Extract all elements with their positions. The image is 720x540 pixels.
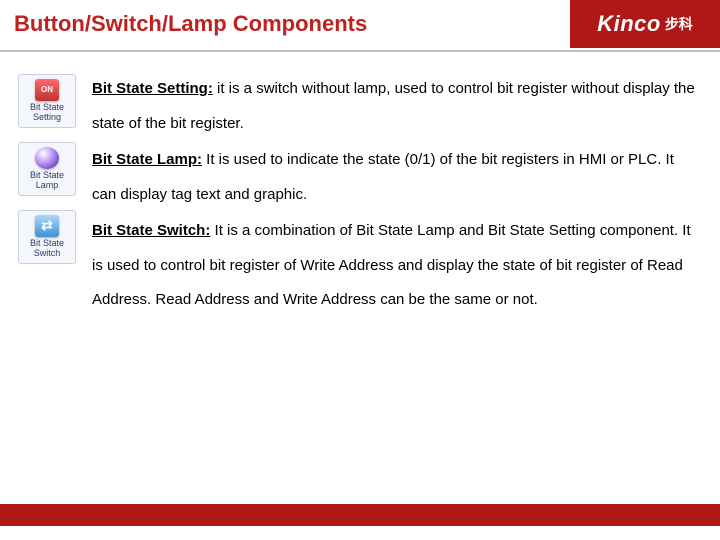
icon-label: Bit State Setting: [19, 103, 75, 123]
paragraph-lamp: Bit State Lamp: It is used to indicate t…: [92, 143, 702, 212]
icon-label: Bit State Switch: [19, 239, 75, 259]
slide-header: Button/Switch/Lamp Components Kinco 步科: [0, 0, 720, 48]
paragraph-setting: Bit State Setting: it is a switch withou…: [92, 72, 702, 141]
lead-switch: Bit State Switch:: [92, 222, 210, 239]
lead-lamp: Bit State Lamp:: [92, 151, 202, 168]
brand-cn-text: 步科: [665, 14, 693, 34]
bit-state-setting-icon: Bit State Setting: [18, 74, 76, 128]
switch-glyph-icon: [35, 215, 59, 237]
brand-box: Kinco 步科: [570, 0, 720, 48]
bit-state-lamp-icon: Bit State Lamp: [18, 142, 76, 196]
icon-column: Bit State Setting Bit State Lamp Bit Sta…: [18, 72, 92, 320]
text-column: Bit State Setting: it is a switch withou…: [92, 72, 702, 320]
page-title: Button/Switch/Lamp Components: [0, 11, 367, 37]
setting-glyph-icon: [35, 79, 59, 101]
lead-setting: Bit State Setting:: [92, 80, 213, 97]
brand-logo-text: Kinco: [597, 11, 661, 37]
lamp-glyph-icon: [35, 147, 59, 169]
icon-label: Bit State Lamp: [19, 171, 75, 191]
bit-state-switch-icon: Bit State Switch: [18, 210, 76, 264]
content-area: Bit State Setting Bit State Lamp Bit Sta…: [0, 52, 720, 320]
footer-bar: [0, 504, 720, 526]
paragraph-switch: Bit State Switch: It is a combination of…: [92, 214, 702, 318]
